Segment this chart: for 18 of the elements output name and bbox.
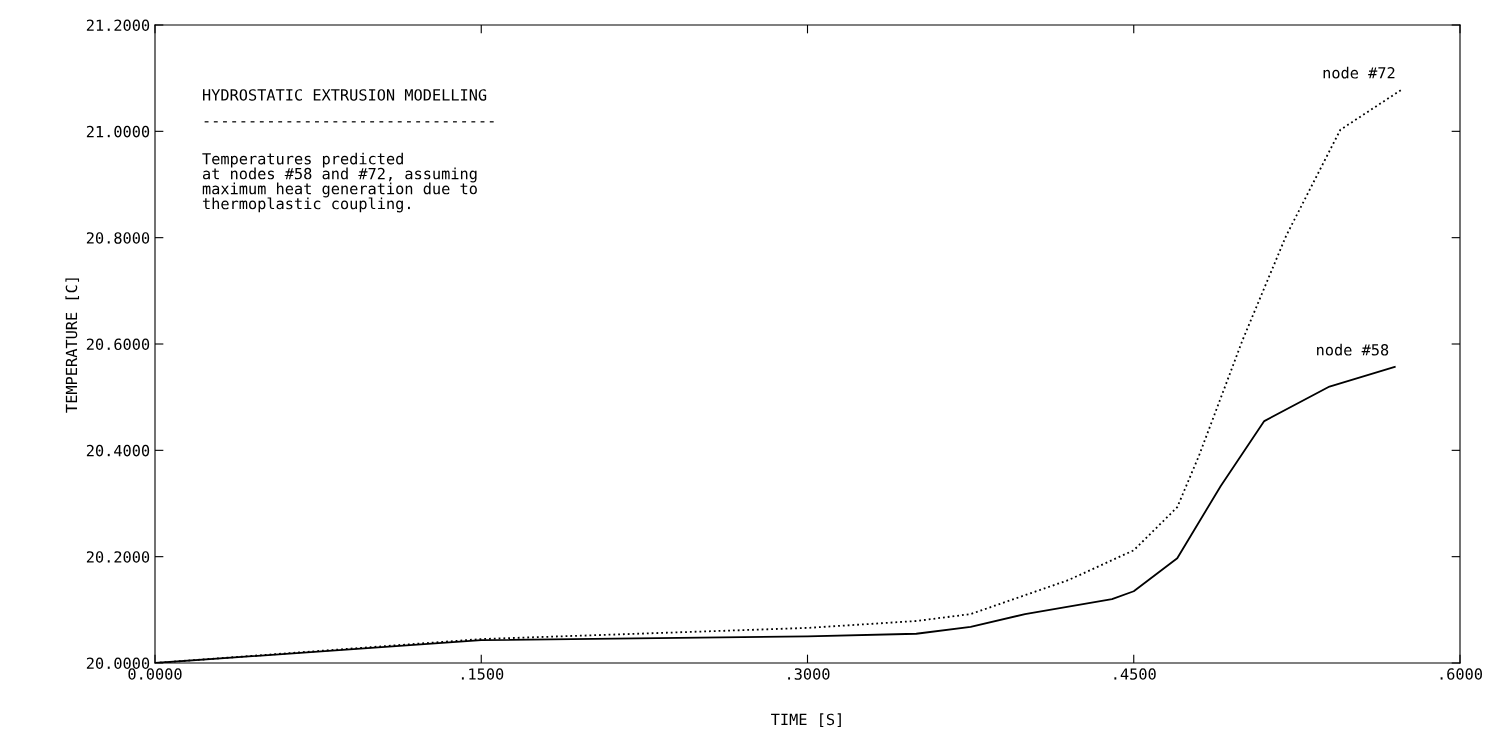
x-axis-title: TIME [S]: [771, 713, 841, 727]
y-tick-label: 21.2000: [86, 19, 150, 32]
y-tick-label: 20.6000: [86, 338, 150, 351]
x-tick-label: .1500: [461, 668, 504, 680]
annotation: Temperatures predicted at nodes #58 and #72, assuming maximum heat generation due to thermoplastic coupling.: [202, 152, 477, 213]
series-label: node #58: [1317, 343, 1389, 356]
x-tick-label: .6000: [1440, 668, 1482, 680]
y-tick-label: 20.4000: [86, 444, 150, 457]
series-label: node #72: [1323, 66, 1395, 79]
x-tick-label: .3000: [788, 668, 830, 680]
x-tick-label: 0.0000: [128, 668, 182, 680]
y-tick-label: 21.0000: [86, 125, 150, 138]
y-tick-label: 20.8000: [86, 232, 150, 244]
y-axis-title: TEMPERATURE [C]: [65, 278, 80, 413]
y-tick-label: 20.2000: [86, 551, 150, 563]
annotation: HYDROSTATIC EXTRUSION MODELLING: [203, 89, 487, 101]
x-tick-label: .4500: [1114, 668, 1156, 680]
annotation: --------------------------------: [204, 121, 494, 123]
